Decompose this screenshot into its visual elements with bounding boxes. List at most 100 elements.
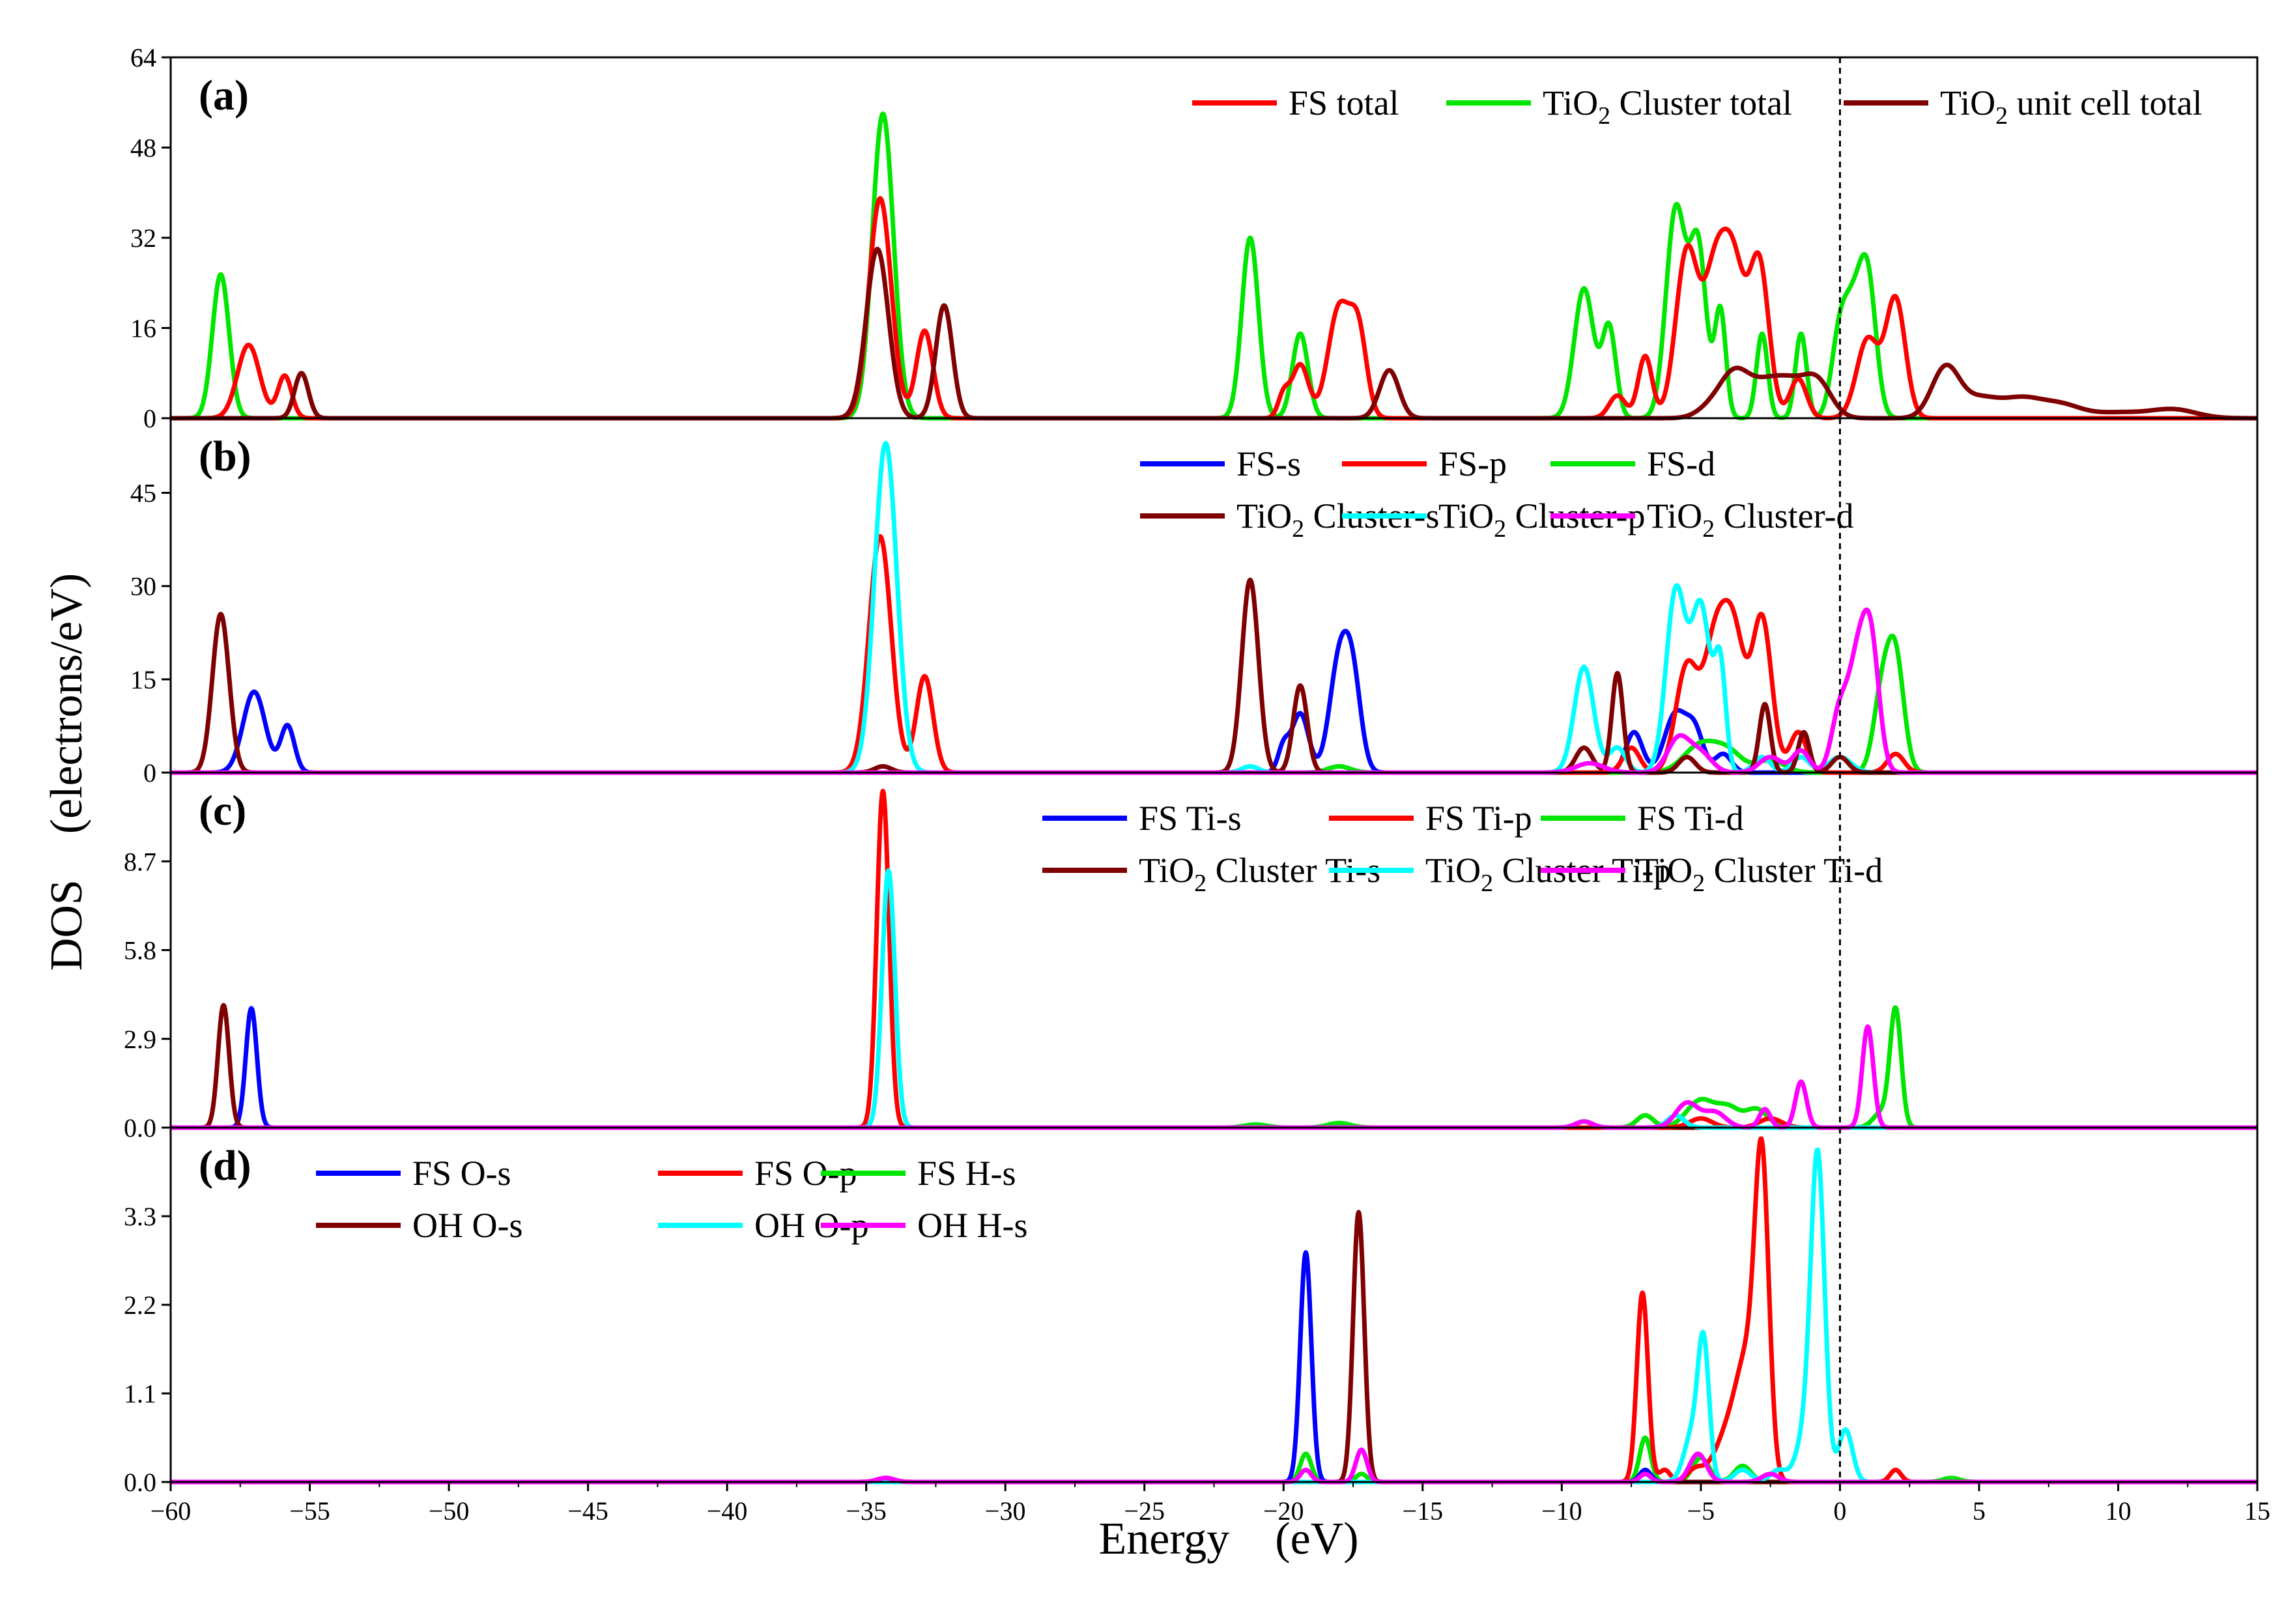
series-oh-o-p-line — [169, 1147, 2259, 1485]
panel-label: (b) — [199, 433, 251, 480]
x-tick-label: −30 — [985, 1496, 1026, 1526]
y-tick-label: 0 — [143, 404, 156, 433]
y-tick-label: 3.3 — [124, 1202, 156, 1231]
series-fs-ti-s-line — [169, 1006, 2259, 1130]
panel-frame — [169, 417, 2259, 774]
x-tick-label: −60 — [150, 1496, 192, 1526]
legend-item-oh-o-s: OH O-s — [316, 1206, 523, 1245]
legend-label: FS Ti-s — [1139, 799, 1242, 838]
x-tick-label: −10 — [1541, 1496, 1582, 1526]
legend-item-oh-h-s: OH H-s — [821, 1206, 1028, 1245]
series-tio2-cluster-total-line — [169, 111, 2259, 421]
legend-item-tio2-cluster-d: TiO2 Cluster-d — [1550, 496, 1853, 543]
series-tio2-cluster-ti-s-line — [169, 1003, 2259, 1130]
legend-item-fs-o-s: FS O-s — [316, 1154, 511, 1193]
series-fs-s-line — [169, 629, 2259, 775]
x-axis-title: Energy (eV) — [1098, 1514, 1358, 1564]
y-tick-label: 30 — [130, 572, 156, 601]
legend-label: OH H-s — [917, 1206, 1028, 1245]
series-fs-o-s-line — [169, 1250, 2259, 1485]
x-tick-label: −45 — [567, 1496, 608, 1526]
legend-label: FS-d — [1647, 444, 1715, 483]
legend-label: OH O-s — [412, 1206, 523, 1245]
x-tick-label: 10 — [2105, 1496, 2131, 1526]
legend-item-fs-ti-p: FS Ti-p — [1329, 799, 1532, 838]
series-fs-ti-p-line — [169, 788, 2259, 1130]
series-tio2-cluster-ti-d-line — [169, 1024, 2259, 1130]
y-axis-title: DOS (electrons/eV) — [42, 573, 92, 971]
panel-label: (d) — [199, 1142, 251, 1190]
series-fs-d-line — [169, 633, 2259, 775]
series-oh-o-s-line — [169, 1210, 2259, 1485]
panel-c: 0.0 2.9 5.8 8.7 (c) FS Ti-s FS Ti-p FS Ti-d TiO2… — [124, 771, 2259, 1143]
y-tick-label: 2.9 — [124, 1025, 156, 1054]
x-tick-label: −35 — [846, 1496, 887, 1526]
legend-item-fs-ti-d: FS Ti-d — [1541, 799, 1744, 838]
x-tick-label: −40 — [707, 1496, 748, 1526]
y-tick-label: 0 — [143, 758, 156, 788]
legend-item-tio2-unit-cell-total: TiO2 unit cell total — [1844, 83, 2203, 130]
legend-label: FS-p — [1438, 444, 1507, 483]
legend-label: TiO2 Cluster Ti-d — [1637, 851, 1883, 897]
legend-item-fs-p: FS-p — [1342, 444, 1507, 483]
panel-d: 0.01.12.23.3(d) FS O-s FS O-p FS H-sOH O-s O… — [124, 1126, 2259, 1497]
legend-label: TiO2 Cluster-d — [1647, 496, 1853, 543]
series-fs-ti-d-line — [169, 1005, 2259, 1130]
legend-item-tio2-cluster-total: TiO2 Cluster total — [1446, 83, 1792, 130]
series-tio2-unit-cell-total-line — [169, 246, 2259, 421]
x-tick-label: −25 — [1124, 1496, 1165, 1526]
legend-item-tio2-cluster-ti-d: TiO2 Cluster Ti-d — [1541, 851, 1883, 897]
panel-label: (c) — [199, 787, 246, 834]
legend-item-fs-total: FS total — [1192, 83, 1399, 122]
y-tick-label: 5.8 — [124, 936, 156, 965]
legend-label: FS O-s — [412, 1154, 511, 1193]
legend-label: FS H-s — [917, 1154, 1016, 1193]
y-tick-label: 16 — [130, 314, 156, 343]
x-tick-label: 15 — [2244, 1496, 2270, 1526]
legend-item-fs-d: FS-d — [1550, 444, 1715, 483]
legend-label: FS total — [1289, 83, 1399, 122]
legend-label: TiO2 unit cell total — [1940, 83, 2203, 130]
legend-label: TiO2 Cluster Ti-p — [1425, 851, 1671, 897]
x-tick-label: −20 — [1263, 1496, 1304, 1526]
series-fs-p-line — [169, 534, 2259, 775]
x-tick-label: 0 — [1833, 1496, 1846, 1526]
x-tick-label: 5 — [1973, 1496, 1986, 1526]
y-tick-label: 32 — [130, 223, 156, 253]
legend-label: TiO2 Cluster-s — [1236, 496, 1440, 543]
panel-label: (a) — [199, 72, 249, 119]
y-tick-label: 48 — [130, 134, 156, 163]
series-tio2-cluster-p-line — [169, 440, 2259, 775]
x-tick-label: −15 — [1403, 1496, 1444, 1526]
legend-label: TiO2 Cluster Ti-s — [1139, 851, 1380, 897]
x-tick-label: −50 — [429, 1496, 470, 1526]
y-tick-label: 45 — [130, 479, 156, 508]
series-tio2-cluster-s-line — [169, 577, 2259, 775]
y-tick-label: 64 — [130, 43, 156, 72]
legend-label: TiO2 Cluster-p — [1438, 496, 1645, 543]
legend-item-fs-h-s: FS H-s — [821, 1154, 1016, 1193]
y-tick-label: 0.0 — [124, 1113, 156, 1143]
y-tick-label: 8.7 — [124, 847, 156, 876]
legend-item-fs-s: FS-s — [1140, 444, 1301, 483]
legend-item-tio2-cluster-ti-s: TiO2 Cluster Ti-s — [1042, 851, 1380, 897]
legend-label: FS Ti-d — [1637, 799, 1744, 838]
legend-label: TiO2 Cluster total — [1543, 83, 1792, 130]
legend-item-tio2-cluster-s: TiO2 Cluster-s — [1140, 496, 1440, 543]
y-tick-label: 1.1 — [124, 1379, 156, 1408]
y-tick-label: 2.2 — [124, 1290, 156, 1320]
series-fs-total-line — [169, 195, 2259, 421]
x-axis: −60 −55 −50 −45 −40 −35 −30 −25 −20 −15 −10 −5 0 5 10 1… — [150, 1482, 2270, 1526]
series-fs-h-s-line — [169, 1435, 2259, 1485]
legend-label: FS-s — [1236, 444, 1301, 483]
y-tick-label: 64 — [130, 43, 156, 72]
legend-item-fs-ti-s: FS Ti-s — [1042, 799, 1242, 838]
x-tick-label: −55 — [289, 1496, 330, 1526]
series-tio2-cluster-d-line — [169, 607, 2259, 775]
x-tick-label: −5 — [1687, 1496, 1715, 1526]
legend-label: FS Ti-p — [1425, 799, 1532, 838]
